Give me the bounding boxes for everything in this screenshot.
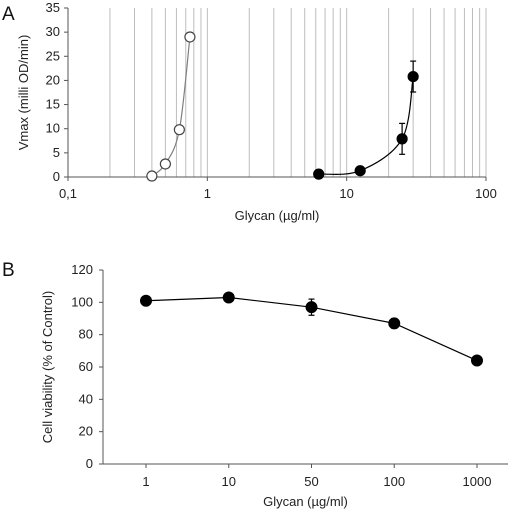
panel-a-y-tick-label: 25 — [46, 48, 60, 63]
panel-a-x-tick-label: 10 — [339, 186, 353, 201]
panel-b-x-tick-label: 100 — [383, 474, 405, 489]
panel-b-y-tick-label: 0 — [86, 456, 93, 471]
panel-a-y-tick-label: 30 — [46, 24, 60, 39]
panel-a-series-2-point — [354, 165, 366, 177]
panel-a-y-tick-label: 15 — [46, 97, 60, 112]
panel-a-series-1-point — [173, 124, 185, 136]
panel-a-y-tick-label: 5 — [53, 145, 60, 160]
panel-b-y-axis-title: Cell viability (% of Control) — [40, 291, 55, 443]
panel-b-point — [222, 291, 235, 304]
panel-b-point — [471, 354, 483, 367]
panel-b-x-tick-label: 1 — [142, 474, 149, 489]
panel-b-y-tick-label: 40 — [79, 391, 93, 406]
panel-b-x-tick-label: 10 — [222, 474, 236, 489]
panel-a-chart: 0 5 10 15 20 25 30 35 0,1 1 10 100 — [46, 0, 497, 201]
panel-b-y-tick-label: 60 — [79, 359, 93, 374]
panel-a-series-2-point — [407, 70, 419, 83]
panel-b-x-tick-label: 1000 — [463, 474, 492, 489]
panel-b-y-tick-label: 80 — [79, 327, 93, 342]
panel-a-y-tick-label: 20 — [46, 72, 60, 87]
panel-a-series-2-line — [318, 76, 414, 176]
panel-a-series-2-point — [313, 168, 325, 180]
panel-b-point — [140, 294, 152, 307]
panel-a-x-axis-title: Glycan (µg/ml) — [235, 208, 320, 223]
panel-a-x-tick-label: 0,1 — [59, 186, 77, 201]
panel-a-series-1-point — [159, 158, 171, 170]
panel-a-label: A — [2, 4, 15, 25]
panel-a-x-tick-label: 100 — [475, 186, 497, 201]
panel-a-series-1-point — [146, 170, 158, 182]
panel-b-y-tick-label: 120 — [71, 262, 93, 277]
panel-a-y-axis-title: Vmax (milli OD/min) — [16, 35, 31, 151]
panel-a-series-1-point — [184, 31, 196, 43]
panel-b-label: B — [2, 260, 15, 281]
panel-a-y-tick-label: 10 — [46, 121, 60, 136]
panel-a-x-tick-label: 1 — [204, 186, 211, 201]
panel-a-series-1-line — [151, 36, 191, 177]
panel-a-y-tick-label: 0 — [53, 169, 60, 184]
panel-b-chart: 0 20 40 60 80 100 120 1 10 50 100 1000 — [71, 262, 508, 489]
panel-a-y-tick-label: 35 — [46, 0, 60, 15]
panel-b-point — [305, 301, 318, 314]
panel-b-y-tick-label: 100 — [71, 294, 93, 309]
panel-a-series-2-point — [396, 133, 408, 145]
panel-b-x-tick-label: 50 — [304, 474, 318, 489]
panel-b-x-axis-title: Glycan (µg/ml) — [263, 494, 348, 509]
panel-b-point — [388, 317, 401, 330]
panel-b-y-tick-label: 20 — [79, 424, 93, 439]
